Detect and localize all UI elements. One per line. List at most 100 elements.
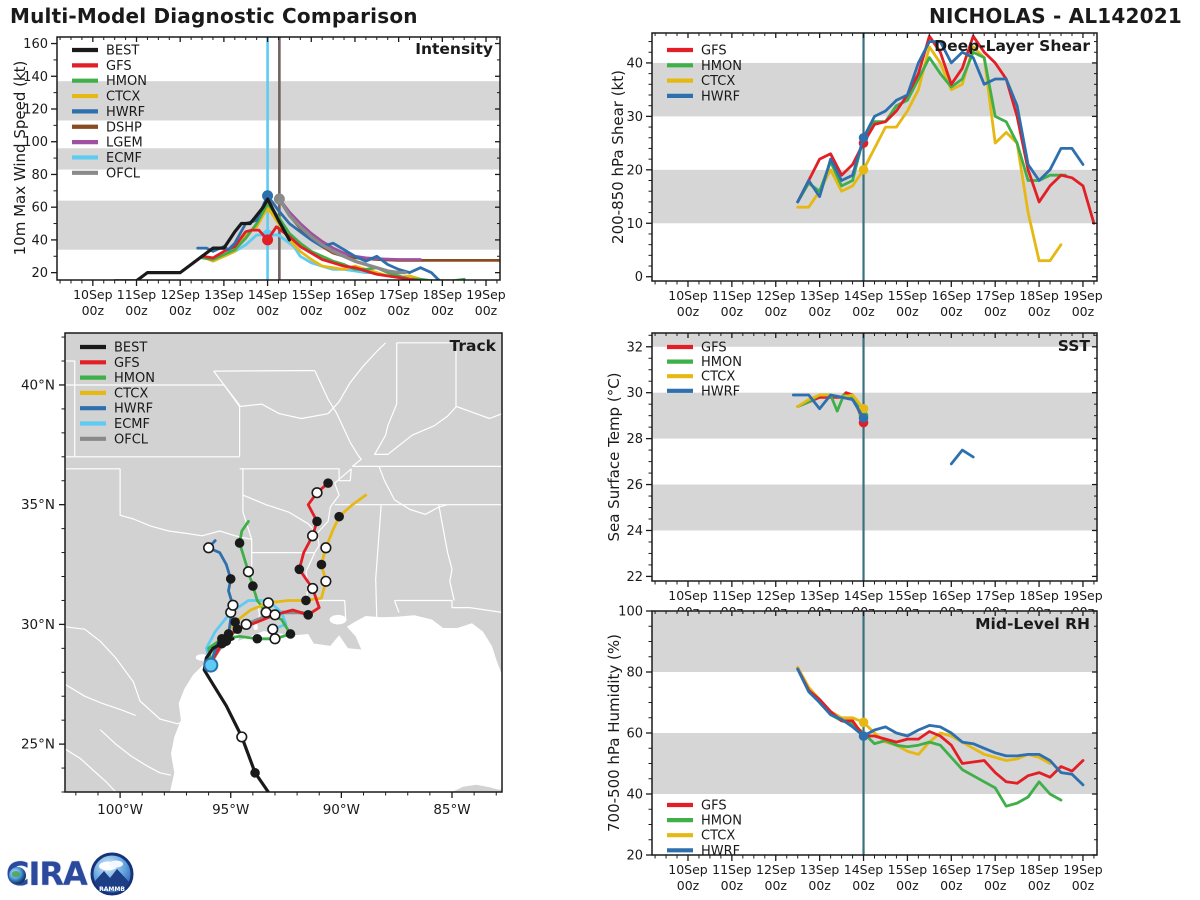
svg-text:13Sep: 13Sep bbox=[204, 287, 244, 302]
svg-text:HMON: HMON bbox=[701, 355, 742, 370]
svg-text:12Sep: 12Sep bbox=[756, 288, 796, 303]
svg-text:16Sep: 16Sep bbox=[335, 287, 375, 302]
svg-text:10Sep: 10Sep bbox=[668, 588, 708, 603]
svg-text:28: 28 bbox=[626, 432, 643, 447]
track-marker-GFS bbox=[312, 516, 322, 527]
svg-text:00z: 00z bbox=[256, 303, 279, 318]
svg-text:10Sep: 10Sep bbox=[668, 862, 708, 877]
svg-text:20: 20 bbox=[626, 163, 643, 178]
track-marker-GFS bbox=[294, 564, 305, 575]
svg-text:13Sep: 13Sep bbox=[800, 288, 840, 303]
svg-text:11Sep: 11Sep bbox=[712, 862, 752, 877]
track-marker-GFS bbox=[269, 609, 281, 621]
svg-text:0: 0 bbox=[635, 270, 643, 285]
svg-text:10: 10 bbox=[626, 217, 643, 232]
svg-text:35°N: 35°N bbox=[21, 497, 55, 513]
sst-initdot-HWRF bbox=[858, 413, 869, 423]
cira-logo: CIRA RAMMB bbox=[6, 851, 135, 897]
shear-initdot-HWRF bbox=[858, 132, 869, 143]
track-marker-OFCL bbox=[240, 618, 252, 630]
svg-text:HMON: HMON bbox=[114, 371, 155, 386]
shear-series-GFS bbox=[796, 34, 1096, 225]
svg-text:120: 120 bbox=[23, 103, 48, 118]
svg-text:GFS: GFS bbox=[106, 59, 132, 74]
svg-text:18Sep: 18Sep bbox=[1019, 862, 1059, 877]
shear-y-label: 200-850 hPa Shear (kt) bbox=[609, 70, 627, 244]
track-map: 100°W 95°W 90°W 85°W 25°N 30°N 35°N 40°N BESTGFS… bbox=[21, 332, 503, 818]
svg-text:20: 20 bbox=[626, 849, 643, 864]
svg-text:00z: 00z bbox=[852, 878, 875, 893]
track-marker-ECMF bbox=[267, 623, 279, 635]
svg-text:13Sep: 13Sep bbox=[800, 588, 840, 603]
globe-icon bbox=[9, 867, 26, 884]
svg-text:00z: 00z bbox=[896, 304, 919, 319]
svg-text:16Sep: 16Sep bbox=[932, 288, 972, 303]
svg-text:HMON: HMON bbox=[701, 59, 742, 74]
svg-text:140: 140 bbox=[23, 70, 48, 85]
track-marker-CTCX bbox=[301, 595, 311, 606]
shear-series-HWRF bbox=[796, 40, 1085, 204]
track-marker-CTCX bbox=[316, 559, 327, 570]
rh-panel: 10Sep00z11Sep00z12Sep00z13Sep00z14Sep00z… bbox=[618, 605, 1103, 894]
svg-text:00z: 00z bbox=[808, 304, 831, 319]
svg-text:12Sep: 12Sep bbox=[160, 287, 200, 302]
svg-text:14Sep: 14Sep bbox=[248, 287, 288, 302]
svg-text:90°W: 90°W bbox=[323, 802, 360, 818]
gulf-of-mexico-water bbox=[169, 615, 502, 792]
intensity-series-GFS bbox=[200, 225, 422, 280]
intensity-initdot-OFCL bbox=[273, 193, 285, 205]
rh-y-label: 700-500 hPa Humidity (%) bbox=[605, 633, 623, 833]
svg-text:14Sep: 14Sep bbox=[844, 288, 884, 303]
svg-text:19Sep: 19Sep bbox=[466, 287, 506, 302]
svg-text:19Sep: 19Sep bbox=[1063, 288, 1103, 303]
rammb-badge-icon: RAMMB bbox=[90, 852, 134, 896]
svg-text:85°W: 85°W bbox=[433, 802, 470, 818]
svg-text:HWRF: HWRF bbox=[701, 89, 740, 104]
svg-text:15Sep: 15Sep bbox=[888, 588, 928, 603]
svg-text:00z: 00z bbox=[852, 304, 875, 319]
svg-text:160: 160 bbox=[23, 37, 48, 52]
svg-text:16Sep: 16Sep bbox=[932, 862, 972, 877]
svg-text:GFS: GFS bbox=[114, 356, 140, 371]
svg-text:DSHP: DSHP bbox=[106, 120, 142, 135]
track-marker-GFS bbox=[311, 487, 323, 499]
sst-series-HMON bbox=[796, 393, 865, 418]
svg-text:00z: 00z bbox=[765, 304, 788, 319]
svg-text:LGEM: LGEM bbox=[106, 136, 143, 151]
svg-text:12Sep: 12Sep bbox=[756, 862, 796, 877]
svg-text:14Sep: 14Sep bbox=[844, 588, 884, 603]
svg-text:CTCX: CTCX bbox=[701, 370, 735, 385]
svg-text:HWRF: HWRF bbox=[701, 384, 740, 399]
svg-text:95°W: 95°W bbox=[212, 802, 249, 818]
svg-text:00z: 00z bbox=[169, 303, 192, 318]
intensity-series-HMON bbox=[200, 202, 466, 280]
svg-text:15Sep: 15Sep bbox=[292, 287, 332, 302]
svg-text:GFS: GFS bbox=[701, 799, 727, 814]
track-marker-CTCX bbox=[334, 511, 344, 522]
track-marker-CTCX bbox=[320, 575, 332, 587]
intensity-series-OFCL bbox=[277, 197, 407, 275]
svg-text:30°N: 30°N bbox=[21, 617, 55, 633]
sst-series-HWRF bbox=[949, 448, 975, 466]
svg-text:17Sep: 17Sep bbox=[975, 862, 1015, 877]
svg-text:18Sep: 18Sep bbox=[1019, 588, 1059, 603]
svg-text:25°N: 25°N bbox=[21, 737, 55, 753]
svg-text:BEST: BEST bbox=[114, 341, 147, 356]
rh-initdot-CTCX bbox=[858, 717, 869, 728]
svg-text:00z: 00z bbox=[1072, 878, 1095, 893]
track-marker-GFS bbox=[306, 530, 319, 542]
svg-text:12Sep: 12Sep bbox=[756, 588, 796, 603]
svg-text:00z: 00z bbox=[125, 303, 148, 318]
svg-text:15Sep: 15Sep bbox=[888, 288, 928, 303]
storm-title: NICHOLAS - AL142021 bbox=[929, 4, 1182, 28]
svg-text:00z: 00z bbox=[1028, 304, 1051, 319]
svg-text:40: 40 bbox=[626, 56, 643, 71]
svg-text:19Sep: 19Sep bbox=[1063, 588, 1103, 603]
svg-text:16Sep: 16Sep bbox=[932, 588, 972, 603]
svg-text:40: 40 bbox=[31, 233, 48, 248]
svg-text:11Sep: 11Sep bbox=[117, 287, 157, 302]
sst-panel-title: SST bbox=[1057, 337, 1090, 355]
svg-text:CTCX: CTCX bbox=[701, 74, 735, 89]
svg-text:18Sep: 18Sep bbox=[423, 287, 463, 302]
